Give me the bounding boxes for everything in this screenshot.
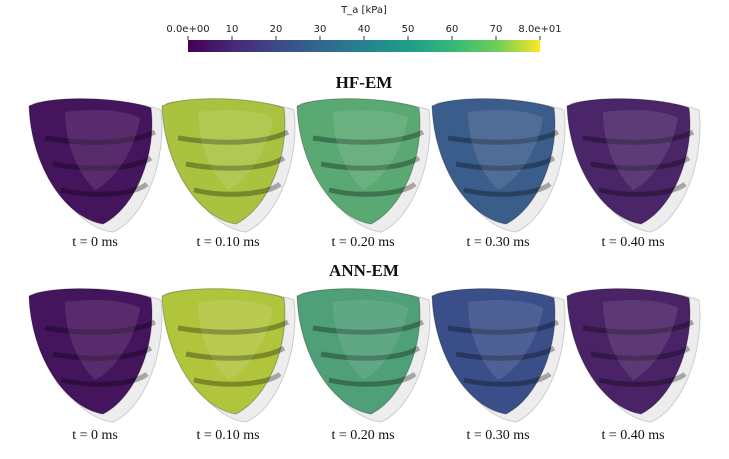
heart-model [296,98,431,233]
heart-highlight [198,110,273,190]
heart-highlight [333,300,408,380]
heart-band [185,345,286,361]
heart-tissue [431,288,556,415]
heart-band [193,371,282,387]
heart-highlight [468,300,543,380]
heart-highlight [333,110,408,190]
colorbar-tick-label: 10 [226,24,239,35]
heart-tissue [161,288,286,415]
heart-band [193,181,282,197]
heart-model [566,288,701,423]
heart-band [455,155,556,171]
heart-band [582,129,695,145]
panel-label: t = 0 ms [72,235,118,250]
heart-highlight [603,110,678,190]
colorbar-tick-label: 70 [490,24,503,35]
colorbar-tick-label: 40 [358,24,371,35]
heart-band [44,319,157,335]
panel-label: t = 0.10 ms [196,235,259,250]
heart-highlight [65,110,140,190]
panel-label: t = 0.20 ms [331,235,394,250]
row-title: ANN-EM [329,261,399,280]
panel-label: t = 0.40 ms [601,428,664,443]
colorbar-tick-label: 50 [402,24,415,35]
colorbar-tick-label: 60 [446,24,459,35]
heart-band [177,129,290,145]
heart-highlight [198,300,273,380]
colorbar [188,40,540,52]
heart-tissue [296,288,421,415]
heart-band [590,345,691,361]
heart-tissue [296,98,421,225]
heart-model [28,98,163,233]
heart-band [455,345,556,361]
heart-band [185,155,286,171]
heart-tissue [161,98,286,225]
heart-highlight [468,110,543,190]
heart-band [312,319,425,335]
heart-band [463,371,552,387]
colorbar-tick-label: 0.0e+00 [166,24,209,35]
colorbar-tick-label: 20 [270,24,283,35]
colorbar-tick-label: 8.0e+01 [518,24,561,35]
heart-band [320,345,421,361]
colorbar-title: T_a [kPa] [340,5,387,16]
heart-model [431,288,566,423]
heart-tissue [566,288,691,415]
heart-band [590,155,691,171]
panel-label: t = 0 ms [72,428,118,443]
heart-band [52,345,153,361]
heart-band [177,319,290,335]
heart-model [566,98,701,233]
panel-label: t = 0.10 ms [196,428,259,443]
heart-model [161,288,296,423]
heart-model [161,98,296,233]
heart-band [447,319,560,335]
heart-highlight [65,300,140,380]
heart-model [296,288,431,423]
heart-band [312,129,425,145]
heart-model [28,288,163,423]
heart-band [598,371,687,387]
heart-band [598,181,687,197]
colorbar-tick-label: 30 [314,24,327,35]
heart-band [60,181,149,197]
panel-label: t = 0.40 ms [601,235,664,250]
row-title: HF-EM [336,73,393,92]
panel-label: t = 0.30 ms [466,428,529,443]
heart-band [320,155,421,171]
heart-band [52,155,153,171]
heart-band [582,319,695,335]
heart-band [447,129,560,145]
heart-band [60,371,149,387]
heart-highlight [603,300,678,380]
heart-model [431,98,566,233]
heart-tissue [566,98,691,225]
panel-label: t = 0.30 ms [466,235,529,250]
heart-band [328,181,417,197]
heart-band [328,371,417,387]
heart-tissue [431,98,556,225]
heart-tissue [28,98,153,225]
heart-band [463,181,552,197]
heart-tissue [28,288,153,415]
panel-label: t = 0.20 ms [331,428,394,443]
heart-band [44,129,157,145]
